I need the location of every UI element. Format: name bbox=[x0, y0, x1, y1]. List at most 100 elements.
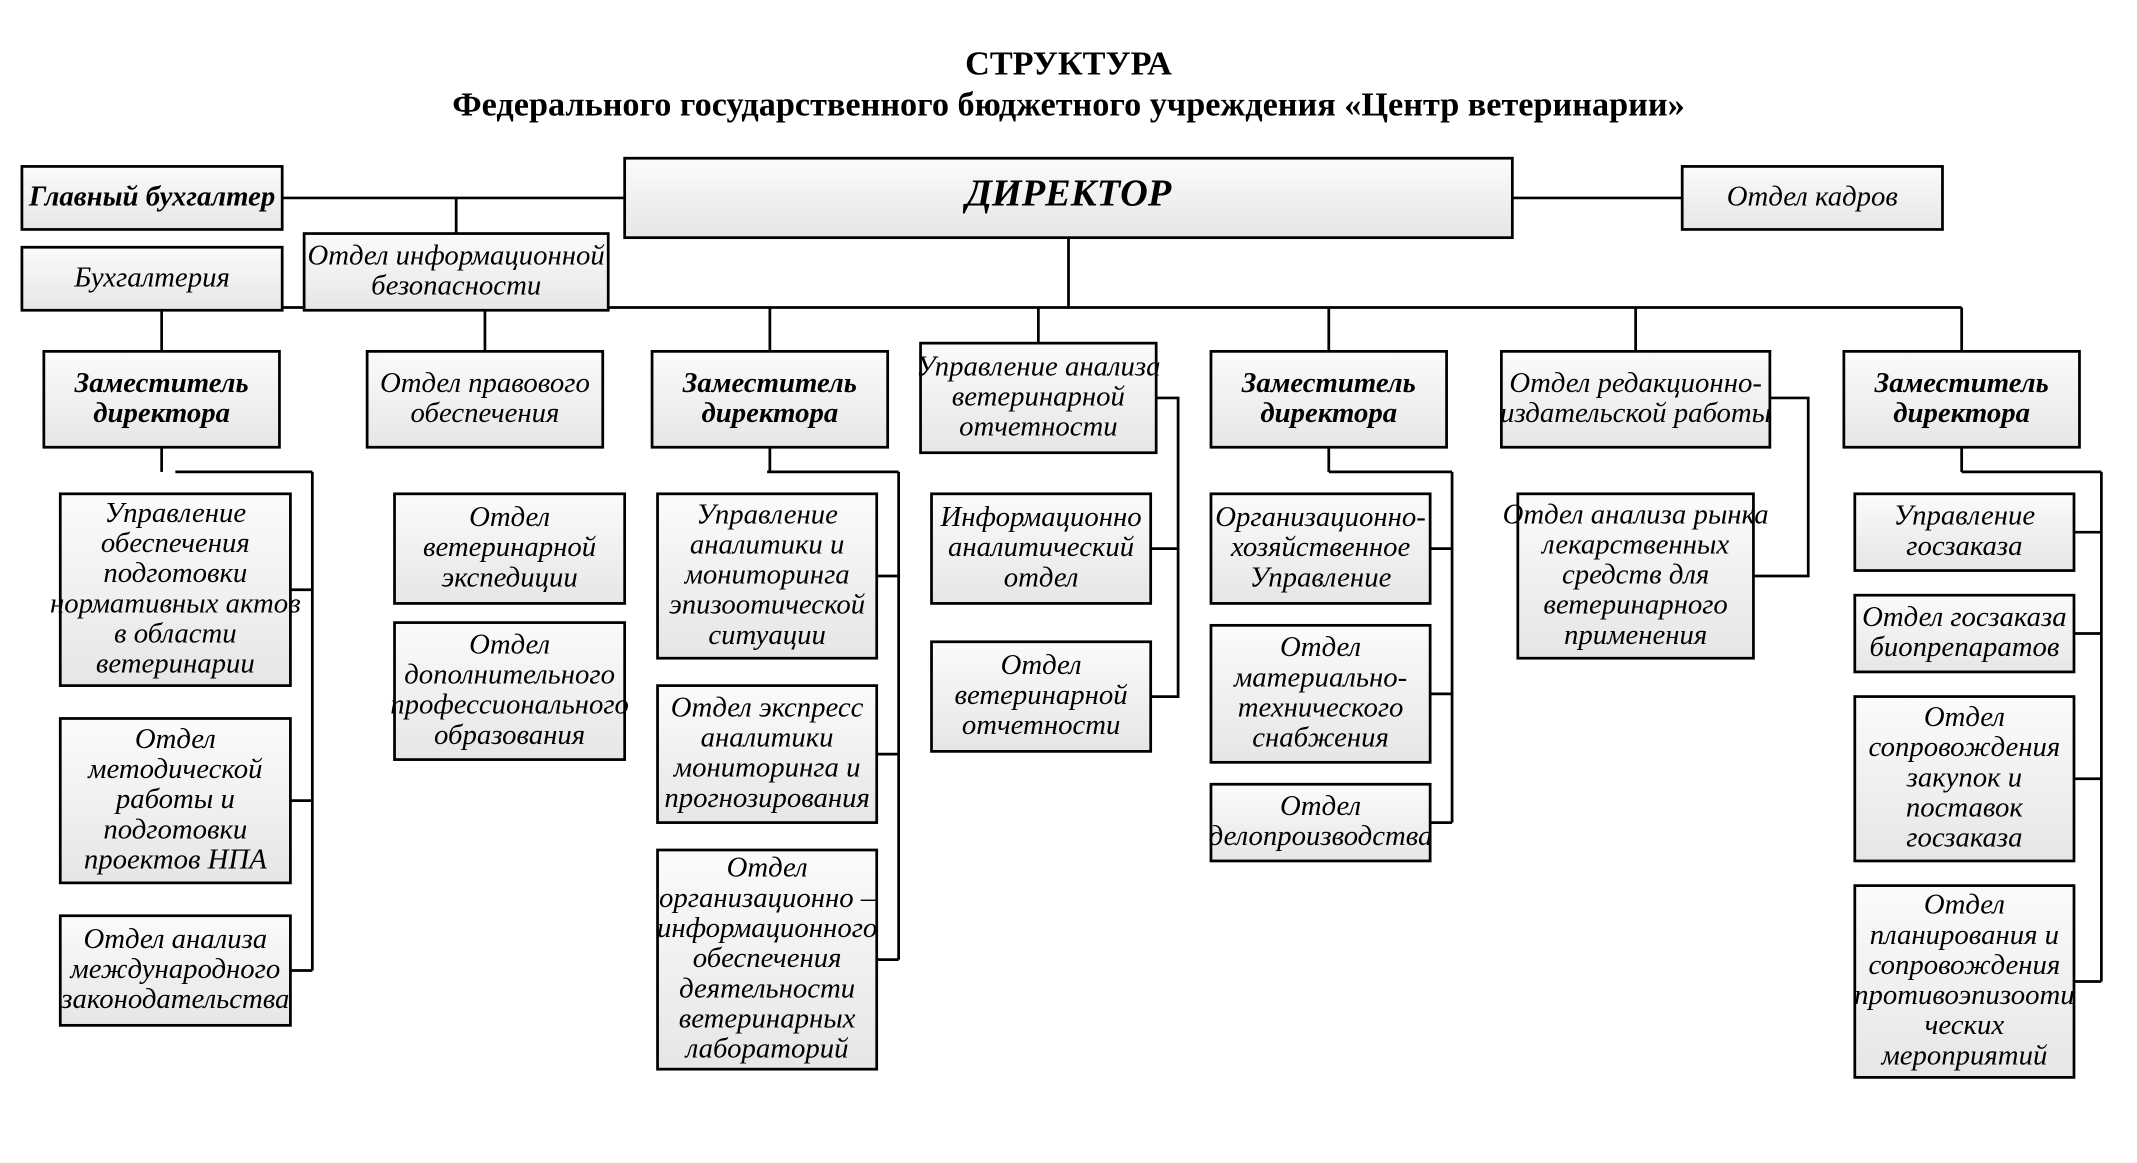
node-label: отдел bbox=[1004, 561, 1079, 593]
node-label: работы и bbox=[114, 783, 235, 815]
node-label: Отдел экспресс bbox=[671, 691, 864, 723]
node-label: безопасности bbox=[371, 270, 541, 302]
node-label: нормативных актов bbox=[50, 587, 301, 619]
node-label: Организационно- bbox=[1215, 501, 1426, 533]
node-label: мониторинга bbox=[684, 559, 850, 591]
node-label: аналитики и bbox=[690, 528, 844, 560]
node-dep1: Заместительдиректора bbox=[44, 351, 280, 447]
node-director: ДИРЕКТОР bbox=[625, 158, 1513, 237]
node-chief_acc: Главный бухгалтер bbox=[22, 166, 282, 229]
node-label: Управление bbox=[1894, 500, 2036, 532]
node-label: Отдел госзаказа bbox=[1862, 601, 2066, 633]
node-info_sec: Отдел информационнойбезопасности bbox=[304, 234, 608, 311]
node-label: Отдел правового bbox=[380, 367, 590, 399]
node-label: Отдел кадров bbox=[1727, 180, 1898, 212]
node-label: обеспечения bbox=[411, 397, 560, 429]
node-label: закупок и bbox=[1906, 761, 2023, 793]
node-label: в области bbox=[114, 617, 237, 649]
node-label: проектов НПА bbox=[84, 843, 267, 875]
node-d7b: Отдел госзаказабиопрепаратов bbox=[1855, 595, 2074, 672]
node-label: директора bbox=[93, 397, 230, 429]
node-dep6: Отдел редакционно-издательской работы bbox=[1500, 351, 1771, 447]
node-label: Отдел анализа рынка bbox=[1503, 498, 1769, 530]
node-label: Бухгалтерия bbox=[73, 261, 230, 293]
node-label: дополнительного bbox=[404, 659, 615, 691]
node-d4b: Отделветеринарнойотчетности bbox=[932, 642, 1151, 752]
node-label: средств для bbox=[1562, 559, 1709, 591]
node-label: деятельности bbox=[679, 972, 855, 1004]
node-label: организационно – bbox=[659, 882, 876, 914]
nodes-layer: ДИРЕКТОР Главный бухгалтер Бухгалтерия Отде… bbox=[22, 158, 2080, 1077]
node-label: Управление bbox=[105, 497, 247, 529]
node-label: лекарственных bbox=[1540, 528, 1729, 560]
node-label: издательской работы bbox=[1500, 397, 1771, 429]
node-label: технического bbox=[1238, 691, 1404, 723]
node-label: Управление анализа bbox=[916, 350, 1160, 382]
node-label: Отдел анализа bbox=[83, 923, 267, 955]
node-label: сопровождения bbox=[1869, 731, 2061, 763]
node-d3a: Управлениеаналитики имониторингаэпизооти… bbox=[658, 494, 877, 658]
node-label: снабжения bbox=[1252, 722, 1389, 754]
node-label: хозяйственное bbox=[1230, 531, 1411, 563]
node-label: Главный бухгалтер bbox=[28, 180, 275, 212]
node-d7a: Управлениегосзаказа bbox=[1855, 494, 2074, 571]
node-label: мероприятий bbox=[1880, 1039, 2047, 1071]
node-dep4: Управление анализаветеринарнойотчетности bbox=[916, 343, 1160, 453]
node-d1c: Отдел анализамеждународногозаконодательс… bbox=[60, 916, 290, 1026]
node-accounting: Бухгалтерия bbox=[22, 247, 282, 310]
node-label: Заместитель bbox=[74, 367, 249, 399]
node-label: директора bbox=[1260, 397, 1397, 429]
node-label: экспедиции bbox=[441, 561, 577, 593]
node-label: информационного bbox=[657, 912, 877, 944]
node-d4a: Информационноаналитическийотдел bbox=[932, 494, 1151, 604]
node-hr: Отдел кадров bbox=[1682, 166, 1942, 229]
node-dep7: Заместительдиректора bbox=[1844, 351, 2080, 447]
node-label: отчетности bbox=[959, 411, 1118, 443]
node-label: Отдел bbox=[469, 501, 550, 533]
node-dep2: Отдел правовогообеспечения bbox=[367, 351, 603, 447]
node-label: Отдел bbox=[1924, 889, 2005, 921]
node-label: Отдел bbox=[1001, 649, 1082, 681]
node-label: ветеринарных bbox=[679, 1002, 856, 1034]
node-label: Управление bbox=[1250, 561, 1392, 593]
node-label: методической bbox=[87, 753, 263, 785]
node-d2b: Отделдополнительногопрофессиональногообр… bbox=[390, 623, 629, 760]
node-label: ДИРЕКТОР bbox=[963, 172, 1172, 214]
node-label: биопрепаратов bbox=[1869, 631, 2059, 663]
node-label: аналитический bbox=[948, 531, 1135, 563]
node-label: профессионального bbox=[390, 689, 629, 721]
node-d5a: Организационно-хозяйственноеУправление bbox=[1211, 494, 1430, 604]
node-label: ветеринарной bbox=[952, 380, 1126, 412]
node-label: противоэпизооти bbox=[1854, 979, 2075, 1011]
node-label: Управление bbox=[696, 498, 838, 530]
node-label: законодательства bbox=[60, 983, 289, 1015]
node-label: Отдел информационной bbox=[308, 239, 606, 271]
node-d5b: Отделматериально-техническогоснабжения bbox=[1211, 625, 1430, 762]
node-label: Заместитель bbox=[1241, 367, 1416, 399]
node-label: сопровождения bbox=[1869, 949, 2061, 981]
node-label: госзаказа bbox=[1906, 530, 2022, 562]
node-label: Отдел bbox=[1280, 790, 1361, 822]
node-d1b: Отделметодическойработы иподготовкипроек… bbox=[60, 718, 290, 882]
node-label: поставок bbox=[1906, 791, 2023, 823]
node-label: Заместитель bbox=[1874, 367, 2049, 399]
node-d3c: Отделорганизационно –информационногообес… bbox=[657, 850, 877, 1069]
node-label: ветеринарии bbox=[96, 648, 255, 680]
org-chart: ДИРЕКТОР Главный бухгалтер Бухгалтерия Отде… bbox=[0, 0, 2137, 1163]
node-label: лабораторий bbox=[684, 1033, 849, 1065]
node-label: Отдел bbox=[1924, 701, 2005, 733]
node-label: госзаказа bbox=[1906, 822, 2022, 854]
node-label: образования bbox=[434, 719, 585, 751]
node-d3b: Отдел экспрессаналитикимониторинга ипрог… bbox=[658, 686, 877, 823]
node-label: эпизоотической bbox=[669, 589, 866, 621]
node-label: Информационно bbox=[940, 501, 1142, 533]
node-label: делопроизводства bbox=[1209, 820, 1433, 852]
node-dep5: Заместительдиректора bbox=[1211, 351, 1447, 447]
node-label: ветеринарного bbox=[1543, 589, 1727, 621]
node-label: материально- bbox=[1233, 661, 1407, 693]
node-label: международного bbox=[69, 953, 280, 985]
node-label: применения bbox=[1564, 619, 1707, 651]
node-dep3: Заместительдиректора bbox=[652, 351, 888, 447]
node-label: ветеринарной bbox=[955, 679, 1129, 711]
node-d2a: Отделветеринарнойэкспедиции bbox=[395, 494, 625, 604]
